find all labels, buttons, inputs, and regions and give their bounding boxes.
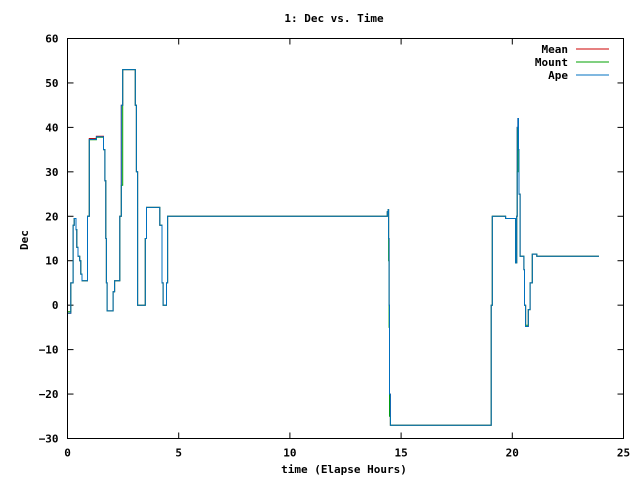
x-tick-label: 0: [64, 447, 71, 460]
y-tick-label: −20: [39, 388, 59, 401]
chart-title: 1: Dec vs. Time: [284, 12, 384, 25]
y-tick-label: 40: [45, 121, 58, 134]
y-tick-label: 0: [52, 299, 59, 312]
y-axis-label: Dec: [18, 230, 31, 250]
series-line-mean: [67, 69, 599, 426]
y-tick-label: 50: [45, 77, 58, 90]
series-line-mount: [67, 69, 599, 426]
y-tick-label: −10: [39, 344, 59, 357]
plot-series-group: [67, 69, 599, 426]
legend-label: Ape: [548, 69, 568, 82]
x-tick-label: 5: [175, 447, 182, 460]
series-line-ape: [67, 69, 599, 426]
x-tick-label: 15: [394, 447, 407, 460]
y-tick-label: 10: [45, 255, 58, 268]
legend-label: Mean: [542, 43, 569, 56]
y-tick-label: 60: [45, 33, 58, 46]
x-tick-label: 20: [506, 447, 519, 460]
x-tick-label: 10: [283, 447, 296, 460]
x-tick-label: 25: [617, 447, 630, 460]
y-tick-label: 20: [45, 210, 58, 223]
y-axis: −30 −20 −10 0 10 20 30 40 50 60: [39, 33, 624, 446]
x-axis: 0 5 10 15 20 25: [64, 38, 630, 460]
legend-label: Mount: [535, 56, 568, 69]
y-tick-label: 30: [45, 166, 58, 179]
x-axis-label: time (Elapse Hours): [281, 463, 407, 476]
y-tick-label: −30: [39, 433, 59, 446]
plot-frame: [67, 38, 624, 439]
